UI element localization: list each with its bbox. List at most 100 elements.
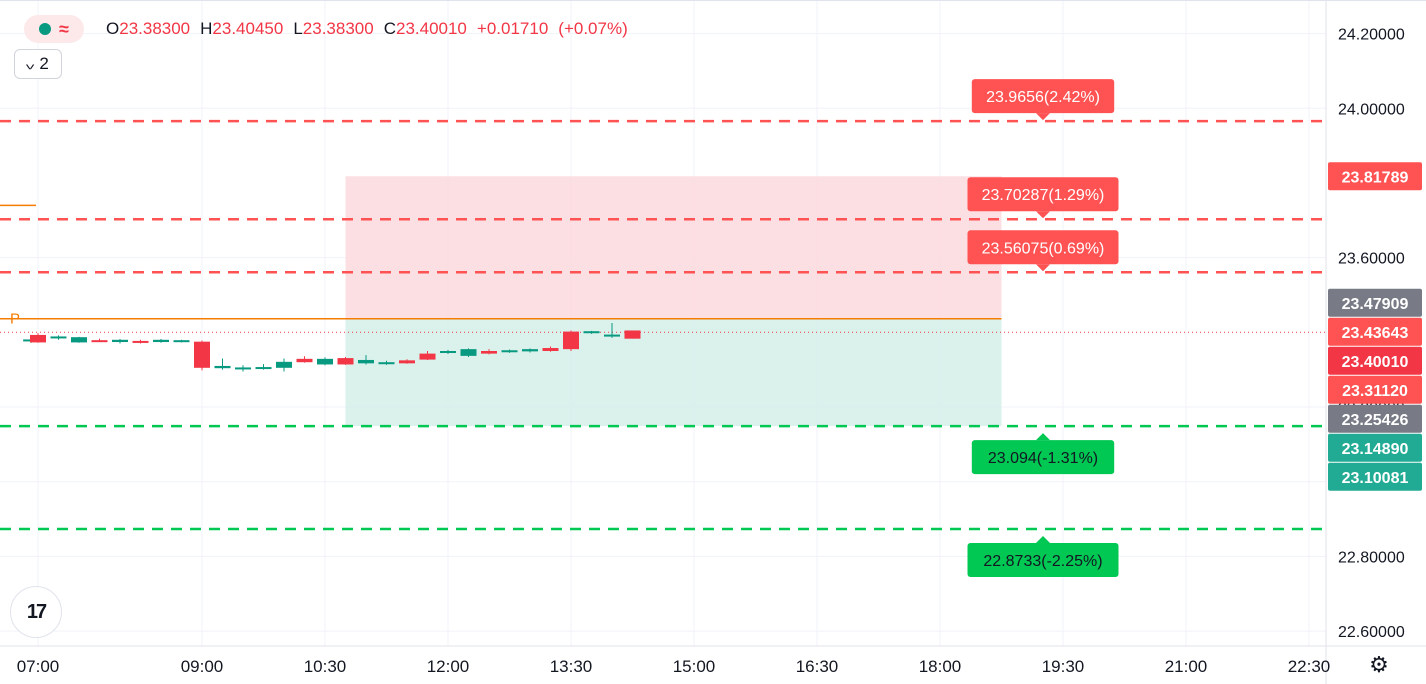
level-label-box — [971, 440, 1115, 475]
change-value: +0.01710 — [476, 19, 549, 38]
level-label-resistance[interactable]: 23.56075(0.69%) — [967, 230, 1119, 272]
candle-body[interactable] — [399, 360, 415, 364]
price-axis-tick-label: 22.60000 — [1338, 624, 1405, 641]
level-label-support[interactable]: 22.8733(-2.25%) — [967, 536, 1119, 578]
symbol-status-pill[interactable]: ≈ — [24, 15, 84, 43]
price-axis-label-text: 23.47909 — [1342, 296, 1409, 313]
price-axis-label-text: 23.40010 — [1342, 354, 1409, 371]
candle-body[interactable] — [542, 348, 559, 352]
ohlc-legend: ≈ O23.38300 H23.40450 L23.38300 C23.4001… — [24, 14, 628, 44]
price-axis-label-text: 23.25426 — [1342, 412, 1409, 429]
candle-body[interactable] — [440, 351, 456, 354]
price-axis-tick-label: 22.80000 — [1338, 549, 1405, 566]
candle-body[interactable] — [358, 359, 374, 364]
level-label-text: 23.094(-1.31%) — [988, 450, 1098, 467]
candle-body[interactable] — [501, 350, 518, 353]
candle-body[interactable] — [173, 340, 190, 343]
open-label: O — [106, 19, 120, 38]
candle-body[interactable] — [337, 358, 354, 365]
candle-body[interactable] — [583, 331, 600, 334]
price-axis-tick-label: 24.00000 — [1338, 101, 1405, 118]
time-axis-tick-label: 15:00 — [673, 657, 716, 676]
low-value: 23.38300 — [302, 19, 374, 38]
high-label: H — [200, 19, 213, 38]
candle-body[interactable] — [604, 334, 620, 337]
level-label-pointer — [1036, 536, 1050, 544]
level-label-resistance[interactable]: 23.70287(1.29%) — [967, 177, 1119, 219]
candle-body[interactable] — [71, 337, 87, 343]
open-value: 23.38300 — [119, 19, 191, 38]
price-axis-label — [1328, 433, 1422, 462]
candle-body[interactable] — [624, 330, 641, 339]
candle-body[interactable] — [132, 340, 149, 343]
tradingview-logo[interactable]: 17 — [10, 586, 62, 638]
candle-body[interactable] — [419, 353, 436, 360]
level-label-pointer — [1036, 113, 1050, 121]
level-label-box — [971, 79, 1115, 114]
price-axis-tick-label: 24.20000 — [1338, 27, 1405, 44]
candle-body[interactable] — [255, 367, 272, 370]
ohlc-values: O23.38300 H23.40450 L23.38300 C23.40010 … — [106, 19, 628, 39]
time-axis-tick-label: 22:30 — [1288, 657, 1331, 676]
approx-wave-icon: ≈ — [59, 19, 69, 39]
candle-body[interactable] — [235, 367, 251, 370]
candle-body[interactable] — [153, 339, 169, 343]
indicator-count: 2 — [39, 54, 49, 73]
market-status-dot-icon — [39, 23, 52, 35]
candle-body[interactable] — [91, 340, 108, 343]
candle-body[interactable] — [296, 358, 313, 363]
time-axis-tick-label: 09:00 — [181, 657, 224, 676]
time-axis-tick-label: 10:30 — [304, 657, 347, 676]
price-axis-label-text: 23.10081 — [1342, 470, 1409, 487]
price-axis-label-text: 23.14890 — [1342, 441, 1409, 458]
price-axis-label — [1328, 288, 1422, 317]
time-axis-tick-label: 13:30 — [550, 657, 593, 676]
candle-body[interactable] — [30, 334, 46, 343]
candle-body[interactable] — [50, 336, 67, 339]
price-axis-label — [1328, 162, 1422, 191]
level-label-box — [967, 543, 1119, 578]
candle-body[interactable] — [522, 349, 538, 352]
price-axis-label — [1328, 375, 1422, 404]
price-axis-label — [1328, 346, 1422, 375]
pivot-marker: P — [10, 311, 20, 328]
time-axis-tick-label: 18:00 — [919, 657, 962, 676]
time-axis-tick-label: 19:30 — [1042, 657, 1085, 676]
close-label: C — [383, 19, 396, 38]
candle-body[interactable] — [112, 339, 128, 343]
candle-body[interactable] — [276, 361, 292, 368]
position-stop-zone[interactable] — [345, 318, 1002, 427]
level-label-support[interactable]: 23.094(-1.31%) — [971, 433, 1115, 475]
level-label-text: 23.70287(1.29%) — [982, 187, 1105, 204]
price-axis-label — [1328, 462, 1422, 491]
level-label-resistance[interactable]: 23.9656(2.42%) — [971, 79, 1115, 121]
candle-body[interactable] — [563, 331, 579, 350]
close-value: 23.40010 — [395, 19, 467, 38]
level-label-text: 23.56075(0.69%) — [982, 240, 1105, 257]
level-label-text: 22.8733(-2.25%) — [983, 553, 1102, 570]
gear-icon[interactable]: ⚙ — [1369, 652, 1389, 677]
collapse-indicators-button[interactable]: ^ 2 — [14, 49, 62, 79]
candle-body[interactable] — [194, 341, 210, 368]
level-label-box — [967, 230, 1119, 265]
level-label-pointer — [1036, 211, 1050, 219]
price-axis-label — [1328, 404, 1422, 433]
time-axis-tick-label: 16:30 — [796, 657, 839, 676]
change-percent: (+0.07%) — [558, 19, 628, 38]
candle-body[interactable] — [378, 362, 395, 365]
high-value: 23.40450 — [212, 19, 284, 38]
time-axis-tick-label: 21:00 — [1165, 657, 1208, 676]
candle-body[interactable] — [317, 358, 333, 365]
price-axis-label-text: 23.43643 — [1342, 325, 1409, 342]
candle-body[interactable] — [214, 365, 231, 369]
price-axis-label-text: 23.81789 — [1342, 169, 1409, 186]
logo-text: 17 — [26, 600, 47, 623]
level-label-pointer — [1036, 433, 1050, 441]
position-profit-zone[interactable] — [345, 176, 1002, 319]
candle-body[interactable] — [481, 351, 497, 354]
level-label-pointer — [1036, 264, 1050, 272]
low-label: L — [293, 19, 303, 38]
candle-body[interactable] — [460, 349, 477, 356]
